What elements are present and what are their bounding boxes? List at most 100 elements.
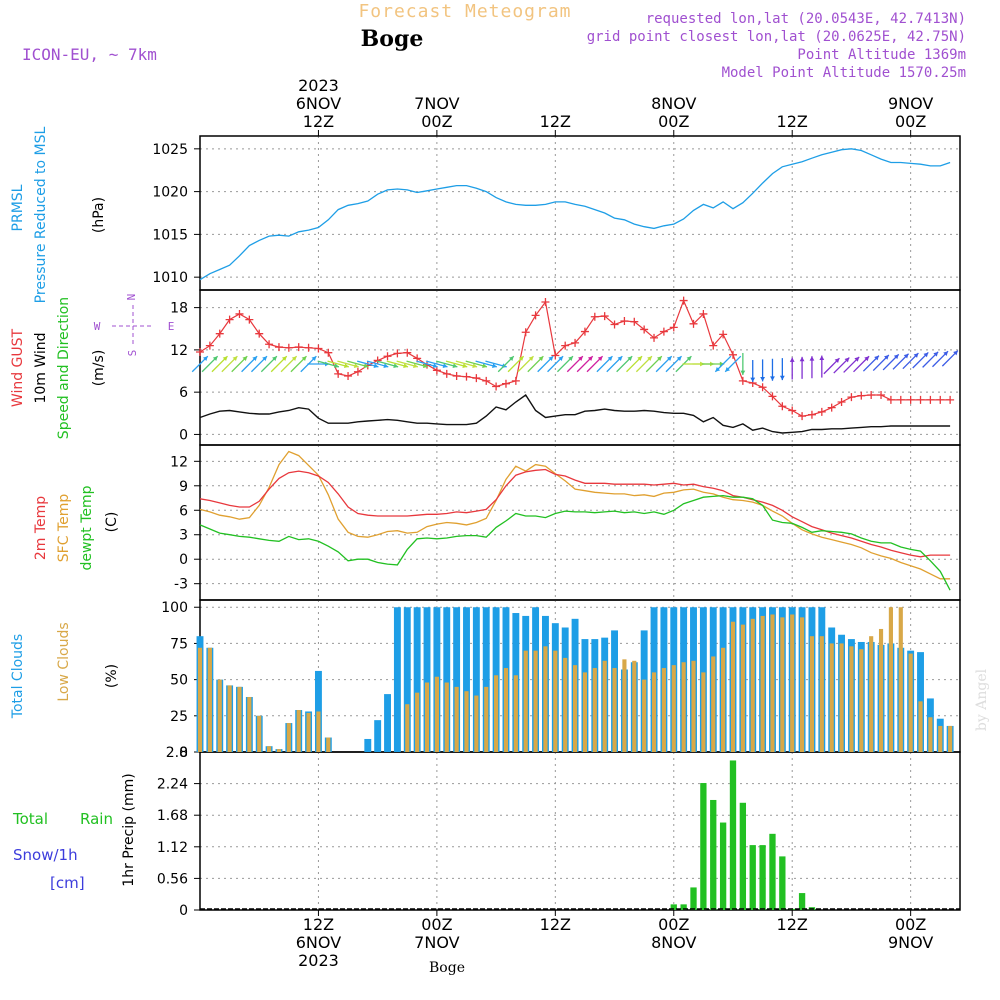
temp-2m-line bbox=[199, 468, 951, 558]
gust-marker bbox=[788, 406, 797, 415]
cloud-label-low: Low Clouds bbox=[56, 622, 72, 701]
gust-marker bbox=[541, 297, 550, 306]
low-cloud-bar bbox=[563, 657, 568, 752]
wind-arrow-head bbox=[281, 356, 287, 361]
gust-marker bbox=[689, 319, 698, 328]
total-cloud-bar bbox=[472, 607, 480, 752]
wind-arrow-head bbox=[933, 351, 939, 357]
wind-arrow-head bbox=[373, 363, 379, 369]
top-time-label: 00Z bbox=[421, 112, 452, 131]
gust-marker bbox=[452, 371, 461, 380]
low-cloud-bar bbox=[721, 647, 726, 752]
total-cloud-bar bbox=[364, 738, 372, 752]
y-tick-label: 1.12 bbox=[157, 840, 188, 856]
gust-marker bbox=[472, 374, 481, 383]
gust-marker bbox=[492, 382, 501, 391]
credit: by Angel bbox=[974, 668, 990, 731]
total-cloud-bar bbox=[374, 720, 382, 752]
gust-marker bbox=[827, 403, 836, 412]
location-title: Boge bbox=[361, 26, 424, 52]
low-cloud-bar bbox=[948, 725, 953, 752]
low-cloud-bar bbox=[464, 691, 469, 752]
y-tick-label: 0 bbox=[179, 745, 188, 761]
gust-marker bbox=[659, 327, 668, 336]
gust-marker bbox=[669, 323, 678, 332]
low-cloud-bar bbox=[642, 679, 647, 752]
temp-label-2m: 2m Temp bbox=[33, 496, 49, 560]
gust-marker bbox=[304, 343, 313, 352]
gust-marker bbox=[916, 395, 925, 404]
wind-arrow-head bbox=[212, 356, 218, 361]
rain-bar bbox=[749, 845, 756, 910]
wind-arrow-head bbox=[760, 377, 765, 382]
low-cloud-bar bbox=[888, 607, 893, 752]
low-cloud-bar bbox=[918, 701, 923, 752]
wind-arrow-head bbox=[334, 363, 339, 369]
total-cloud-bar bbox=[453, 607, 461, 752]
gust-marker bbox=[196, 348, 204, 356]
y-tick-label: 18 bbox=[170, 301, 188, 317]
low-cloud-bar bbox=[247, 696, 252, 752]
bottom-time-label: 00Z bbox=[421, 915, 452, 934]
wind-arrow-head bbox=[422, 363, 428, 369]
temp-unit: (C) bbox=[104, 512, 120, 533]
wind-arrow-head bbox=[799, 356, 805, 362]
product-title: Forecast Meteogram bbox=[358, 1, 571, 22]
wind-arrow-head bbox=[472, 363, 478, 369]
y-tick-label: 75 bbox=[170, 636, 188, 652]
gust-marker bbox=[650, 333, 659, 342]
gust-marker bbox=[758, 383, 767, 392]
gust-marker bbox=[245, 315, 254, 324]
dewpt-temp-line bbox=[199, 494, 951, 591]
model-label: ICON-EU, ~ 7km bbox=[22, 45, 157, 64]
panel-4: 0 0.56 1.12 1.68 2.24 2.8 bbox=[157, 745, 961, 919]
gust-marker bbox=[521, 328, 530, 337]
wind-arrow-head bbox=[893, 354, 899, 360]
wind-arrow-head bbox=[725, 366, 731, 372]
gust-marker bbox=[334, 369, 343, 378]
wind-arrow-head bbox=[864, 356, 870, 362]
gust-marker bbox=[817, 407, 826, 416]
wind-arrow-head bbox=[844, 357, 850, 363]
y-tick-label: 0 bbox=[179, 903, 188, 919]
wind-arrow-head bbox=[923, 352, 929, 358]
gust-marker bbox=[353, 367, 362, 376]
gust-marker bbox=[373, 356, 382, 365]
wind-arrow-head bbox=[607, 356, 613, 361]
top-time-label: 8NOV bbox=[651, 94, 696, 113]
precip-label-total: Total bbox=[12, 810, 48, 828]
wind-arrow-head bbox=[262, 356, 267, 361]
gust-marker bbox=[640, 325, 649, 334]
wind-arrow-head bbox=[750, 377, 756, 383]
plot-layer: 1010 1015 1020 1025 0 6 12 18 -3 0 3 6 9 12 0 25 50 75 100… bbox=[152, 76, 961, 970]
gust-marker bbox=[432, 366, 441, 375]
gust-marker bbox=[837, 398, 846, 407]
wind-arrow-head bbox=[943, 351, 949, 356]
gust-marker bbox=[442, 369, 451, 378]
wind-arrow-head bbox=[874, 355, 879, 361]
total-cloud-bar bbox=[413, 607, 421, 752]
low-cloud-bar bbox=[622, 659, 627, 752]
low-cloud-bar bbox=[286, 723, 291, 752]
y-tick-label: 0 bbox=[179, 427, 188, 443]
wind-arrow-head bbox=[508, 356, 514, 361]
gust-marker bbox=[551, 351, 560, 360]
low-cloud-bar bbox=[750, 618, 755, 752]
y-tick-label: 3 bbox=[179, 528, 188, 544]
low-cloud-bar bbox=[780, 617, 785, 752]
wind-arrow-head bbox=[676, 356, 682, 361]
wind-arrow-head bbox=[647, 356, 652, 361]
gust-marker bbox=[511, 376, 520, 385]
top-time-label: 9NOV bbox=[888, 94, 933, 113]
wind-arrow-head bbox=[311, 356, 317, 361]
rain-bar bbox=[670, 904, 677, 910]
low-cloud-bar bbox=[651, 672, 657, 752]
pressure-unit: (hPa) bbox=[91, 197, 107, 233]
wind-arrow-head bbox=[462, 363, 468, 369]
wind-label-gust: Wind GUST bbox=[10, 328, 26, 407]
top-time-label: 12Z bbox=[540, 112, 571, 131]
low-cloud-bar bbox=[701, 672, 706, 752]
wind-arrow-head bbox=[809, 356, 815, 361]
gust-marker bbox=[265, 340, 274, 349]
